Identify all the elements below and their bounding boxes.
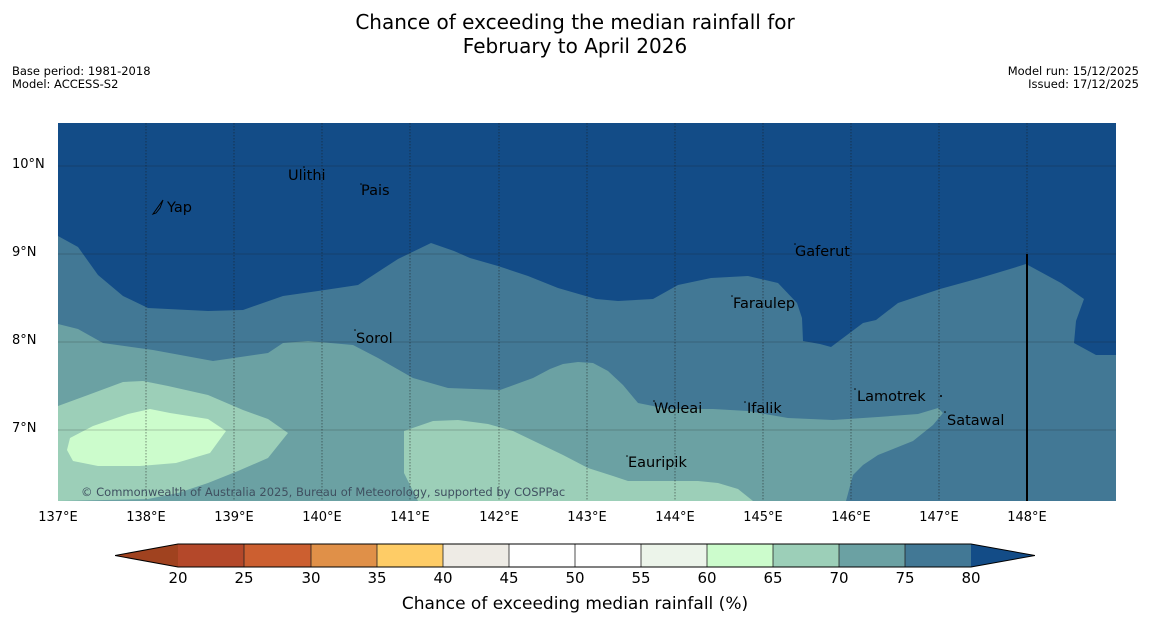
colorbar-tick-20: 20 [168, 569, 188, 587]
meta-right: Model run: 15/12/2025 Issued: 17/12/2025 [1008, 65, 1139, 91]
yap-island [151, 199, 164, 215]
place-gaferut: Gaferut [795, 244, 850, 260]
colorbar-tick-25: 25 [234, 569, 254, 587]
colorbar [115, 543, 1035, 568]
region-65-70-south [404, 420, 753, 501]
title-line-2: February to April 2026 [462, 34, 688, 58]
colorbar-tick-65: 65 [763, 569, 783, 587]
place-ifalik: Ifalik [747, 401, 782, 417]
colorbar-tick-45: 45 [499, 569, 519, 587]
colorbar-75-80 [905, 544, 971, 567]
colorbar-outline [115, 543, 1035, 568]
place-sorol: Sorol [356, 331, 393, 347]
colorbar-40-45 [443, 544, 509, 567]
colorbar-30-35 [311, 544, 377, 567]
region-above-80 [58, 123, 1116, 355]
lat-label-10n: 10°N [12, 157, 45, 172]
grid-lines [145, 123, 1028, 501]
colorbar-45-50 [509, 544, 575, 567]
model-run: Model run: 15/12/2025 [1007, 64, 1139, 78]
colorbar-35-40 [377, 544, 443, 567]
region-70-75 [58, 324, 943, 501]
colorbar-tick-60: 60 [697, 569, 717, 587]
lat-label-9n: 9°N [12, 245, 37, 260]
colorbar-tick-40: 40 [433, 569, 453, 587]
lon-label-142e: 142°E [479, 510, 519, 525]
latitude-lines [58, 165, 1116, 431]
lon-label-140e: 140°E [302, 510, 342, 525]
title-line-1: Chance of exceeding the median rainfall … [355, 10, 795, 34]
place-pais: Pais [361, 183, 390, 199]
lat-label-7n: 7°N [12, 421, 37, 436]
place-satawal: Satawal [947, 413, 1004, 429]
colorbar-tick-30: 30 [301, 569, 321, 587]
colorbar-tick-50: 50 [565, 569, 585, 587]
lon-label-144e: 144°E [655, 510, 695, 525]
colorbar-20-25 [178, 544, 244, 567]
colorbar-tick-35: 35 [367, 569, 387, 587]
colorbar-25-30 [244, 544, 311, 567]
copyright-text: © Commonwealth of Australia 2025, Bureau… [81, 485, 565, 499]
rainfall-map: Ulithi Pais Yap Gaferut Faraulep Sorol L… [58, 123, 1116, 501]
region-60-65 [67, 409, 226, 466]
lon-label-147e: 147°E [919, 510, 959, 525]
lon-label-146e: 146°E [831, 510, 871, 525]
place-eauripik: Eauripik [628, 455, 687, 471]
chart-title: Chance of exceeding the median rainfall … [0, 10, 1150, 58]
colorbar-65-70 [773, 544, 839, 567]
lon-label-143e: 143°E [567, 510, 607, 525]
lon-label-137e: 137°E [38, 510, 78, 525]
colorbar-above-80 [971, 544, 1035, 567]
colorbar-tick-80: 80 [961, 569, 981, 587]
lon-label-141e: 141°E [390, 510, 430, 525]
lon-label-139e: 139°E [214, 510, 254, 525]
lat-label-8n: 8°N [12, 333, 37, 348]
colorbar-title: Chance of exceeding median rainfall (%) [401, 594, 749, 614]
colorbar-tick-75: 75 [895, 569, 915, 587]
lon-label-138e: 138°E [126, 510, 166, 525]
colorbar-below-20 [115, 544, 178, 567]
lon-label-145e: 145°E [743, 510, 783, 525]
place-woleai: Woleai [654, 401, 702, 417]
colorbar-tick-70: 70 [829, 569, 849, 587]
colorbar-dividers [243, 544, 906, 567]
base-period: Base period: 1981-2018 [12, 64, 151, 78]
model-name: Model: ACCESS-S2 [12, 77, 119, 91]
place-lamotrek: Lamotrek [857, 389, 926, 405]
colorbar-50-55 [575, 544, 641, 567]
meta-left: Base period: 1981-2018 Model: ACCESS-S2 [12, 65, 151, 91]
colorbar-tick-55: 55 [631, 569, 651, 587]
place-yap: Yap [166, 200, 192, 216]
lon-label-148e: 148°E [1007, 510, 1047, 525]
issued-date: Issued: 17/12/2025 [1028, 77, 1139, 91]
colorbar-55-60 [641, 544, 707, 567]
colorbar-70-75 [839, 544, 905, 567]
island-markers [303, 166, 946, 457]
colorbar-60-65 [707, 544, 773, 567]
place-faraulep: Faraulep [733, 296, 795, 312]
place-ulithi: Ulithi [288, 168, 326, 184]
